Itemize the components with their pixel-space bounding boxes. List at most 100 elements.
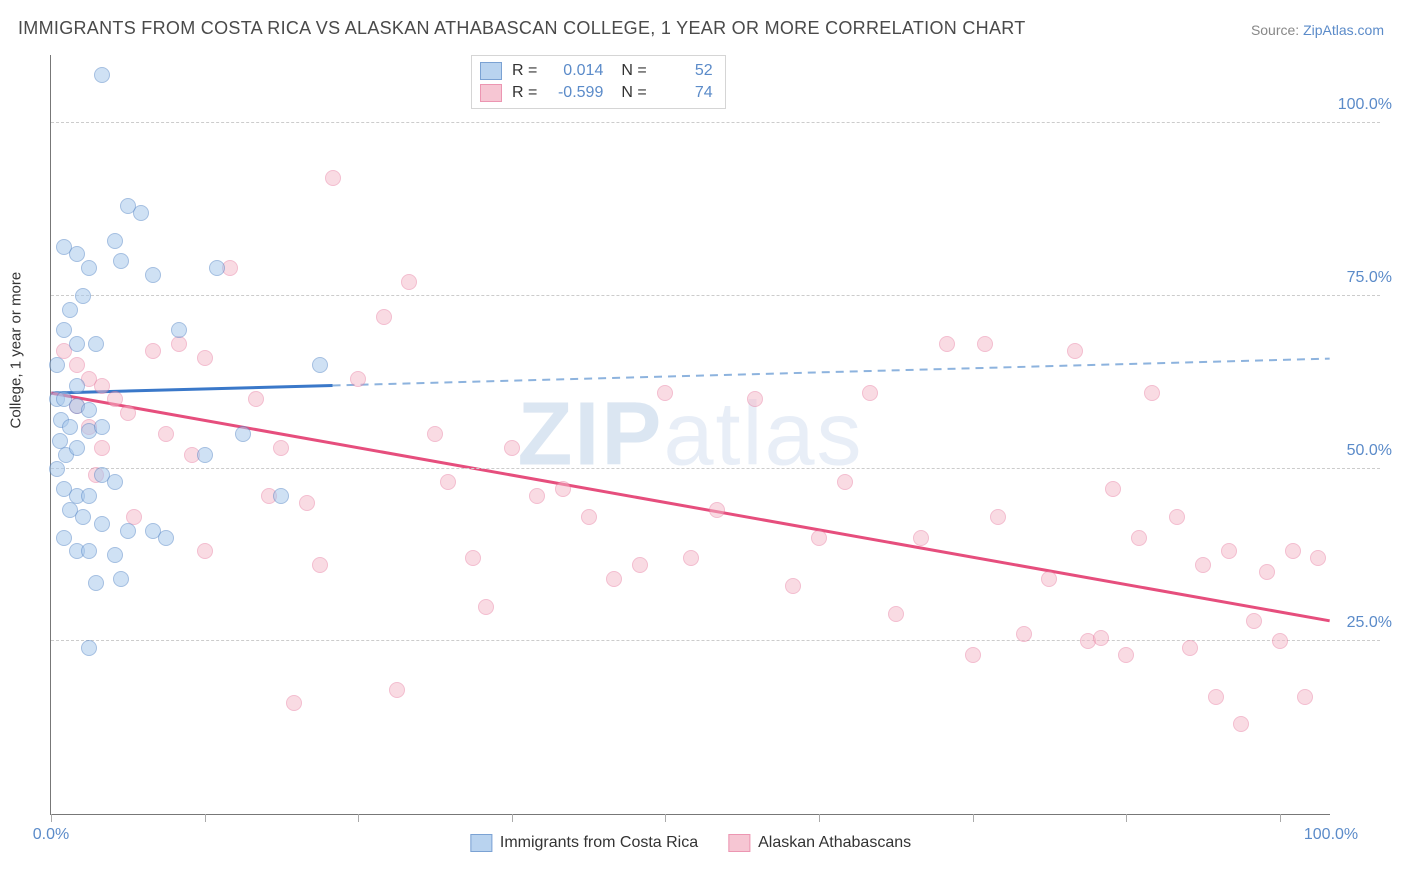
data-point bbox=[1259, 564, 1275, 580]
data-point bbox=[69, 440, 85, 456]
y-tick-label: 100.0% bbox=[1338, 96, 1392, 114]
data-point bbox=[209, 260, 225, 276]
data-point bbox=[1272, 633, 1288, 649]
x-tick bbox=[819, 814, 820, 822]
source-attribution: Source: ZipAtlas.com bbox=[1251, 22, 1384, 38]
data-point bbox=[1246, 613, 1262, 629]
data-point bbox=[94, 516, 110, 532]
data-point bbox=[401, 274, 417, 290]
data-point bbox=[273, 440, 289, 456]
data-point bbox=[69, 246, 85, 262]
data-point bbox=[94, 419, 110, 435]
data-point bbox=[990, 509, 1006, 525]
data-point bbox=[88, 575, 104, 591]
data-point bbox=[1195, 557, 1211, 573]
x-tick-label: 0.0% bbox=[33, 826, 69, 844]
legend-R-value: -0.599 bbox=[547, 84, 603, 102]
x-tick bbox=[205, 814, 206, 822]
data-point bbox=[1297, 689, 1313, 705]
data-point bbox=[94, 440, 110, 456]
data-point bbox=[1182, 640, 1198, 656]
gridline-h bbox=[51, 468, 1380, 469]
data-point bbox=[785, 578, 801, 594]
data-point bbox=[581, 509, 597, 525]
data-point bbox=[529, 488, 545, 504]
data-point bbox=[1144, 385, 1160, 401]
gridline-h bbox=[51, 640, 1380, 641]
data-point bbox=[158, 530, 174, 546]
x-tick bbox=[51, 814, 52, 822]
data-point bbox=[376, 309, 392, 325]
data-point bbox=[440, 474, 456, 490]
plot-area: ZIPatlas R =0.014N =52R =-0.599N =74 Imm… bbox=[50, 55, 1330, 815]
x-tick bbox=[665, 814, 666, 822]
data-point bbox=[1131, 530, 1147, 546]
data-point bbox=[1118, 647, 1134, 663]
data-point bbox=[1016, 626, 1032, 642]
data-point bbox=[1221, 543, 1237, 559]
data-point bbox=[197, 350, 213, 366]
data-point bbox=[49, 461, 65, 477]
legend-swatch bbox=[480, 84, 502, 102]
source-prefix: Source: bbox=[1251, 22, 1303, 38]
x-tick bbox=[358, 814, 359, 822]
legend-N-label: N = bbox=[621, 62, 646, 80]
data-point bbox=[62, 419, 78, 435]
data-point bbox=[145, 343, 161, 359]
data-point bbox=[235, 426, 251, 442]
legend-N-value: 74 bbox=[657, 84, 713, 102]
data-point bbox=[747, 391, 763, 407]
legend-N-value: 52 bbox=[657, 62, 713, 80]
data-point bbox=[120, 405, 136, 421]
data-point bbox=[862, 385, 878, 401]
data-point bbox=[75, 288, 91, 304]
legend-R-label: R = bbox=[512, 62, 537, 80]
data-point bbox=[350, 371, 366, 387]
data-point bbox=[88, 336, 104, 352]
data-point bbox=[171, 322, 187, 338]
source-link[interactable]: ZipAtlas.com bbox=[1303, 22, 1384, 38]
legend-item: Immigrants from Costa Rica bbox=[470, 834, 698, 852]
data-point bbox=[632, 557, 648, 573]
data-point bbox=[504, 440, 520, 456]
data-point bbox=[56, 530, 72, 546]
data-point bbox=[427, 426, 443, 442]
data-point bbox=[555, 481, 571, 497]
data-point bbox=[158, 426, 174, 442]
y-axis-label: College, 1 year or more bbox=[8, 272, 25, 429]
y-tick-label: 75.0% bbox=[1347, 269, 1392, 287]
data-point bbox=[389, 682, 405, 698]
data-point bbox=[81, 260, 97, 276]
data-point bbox=[107, 233, 123, 249]
data-point bbox=[171, 336, 187, 352]
legend-stat-row: R = 0.014 N = 52 bbox=[480, 60, 713, 82]
legend-stat-row: R =-0.599N =74 bbox=[480, 82, 713, 104]
data-point bbox=[965, 647, 981, 663]
data-point bbox=[888, 606, 904, 622]
data-point bbox=[81, 402, 97, 418]
data-point bbox=[107, 547, 123, 563]
data-point bbox=[1105, 481, 1121, 497]
legend-swatch bbox=[480, 62, 502, 80]
data-point bbox=[75, 509, 91, 525]
x-tick-label: 100.0% bbox=[1304, 826, 1358, 844]
data-point bbox=[69, 357, 85, 373]
x-tick bbox=[512, 814, 513, 822]
y-tick-label: 50.0% bbox=[1347, 442, 1392, 460]
data-point bbox=[197, 447, 213, 463]
data-point bbox=[113, 571, 129, 587]
chart-title: IMMIGRANTS FROM COSTA RICA VS ALASKAN AT… bbox=[18, 18, 1026, 39]
data-point bbox=[62, 302, 78, 318]
watermark-rest: atlas bbox=[663, 384, 863, 484]
correlation-legend: R =0.014N =52R =-0.599N =74 bbox=[471, 55, 726, 109]
data-point bbox=[1233, 716, 1249, 732]
data-point bbox=[683, 550, 699, 566]
legend-R-label: R = bbox=[512, 84, 537, 102]
data-point bbox=[657, 385, 673, 401]
data-point bbox=[248, 391, 264, 407]
data-point bbox=[1067, 343, 1083, 359]
legend-R-value: 0.014 bbox=[547, 62, 603, 80]
data-point bbox=[939, 336, 955, 352]
data-point bbox=[913, 530, 929, 546]
data-point bbox=[49, 357, 65, 373]
